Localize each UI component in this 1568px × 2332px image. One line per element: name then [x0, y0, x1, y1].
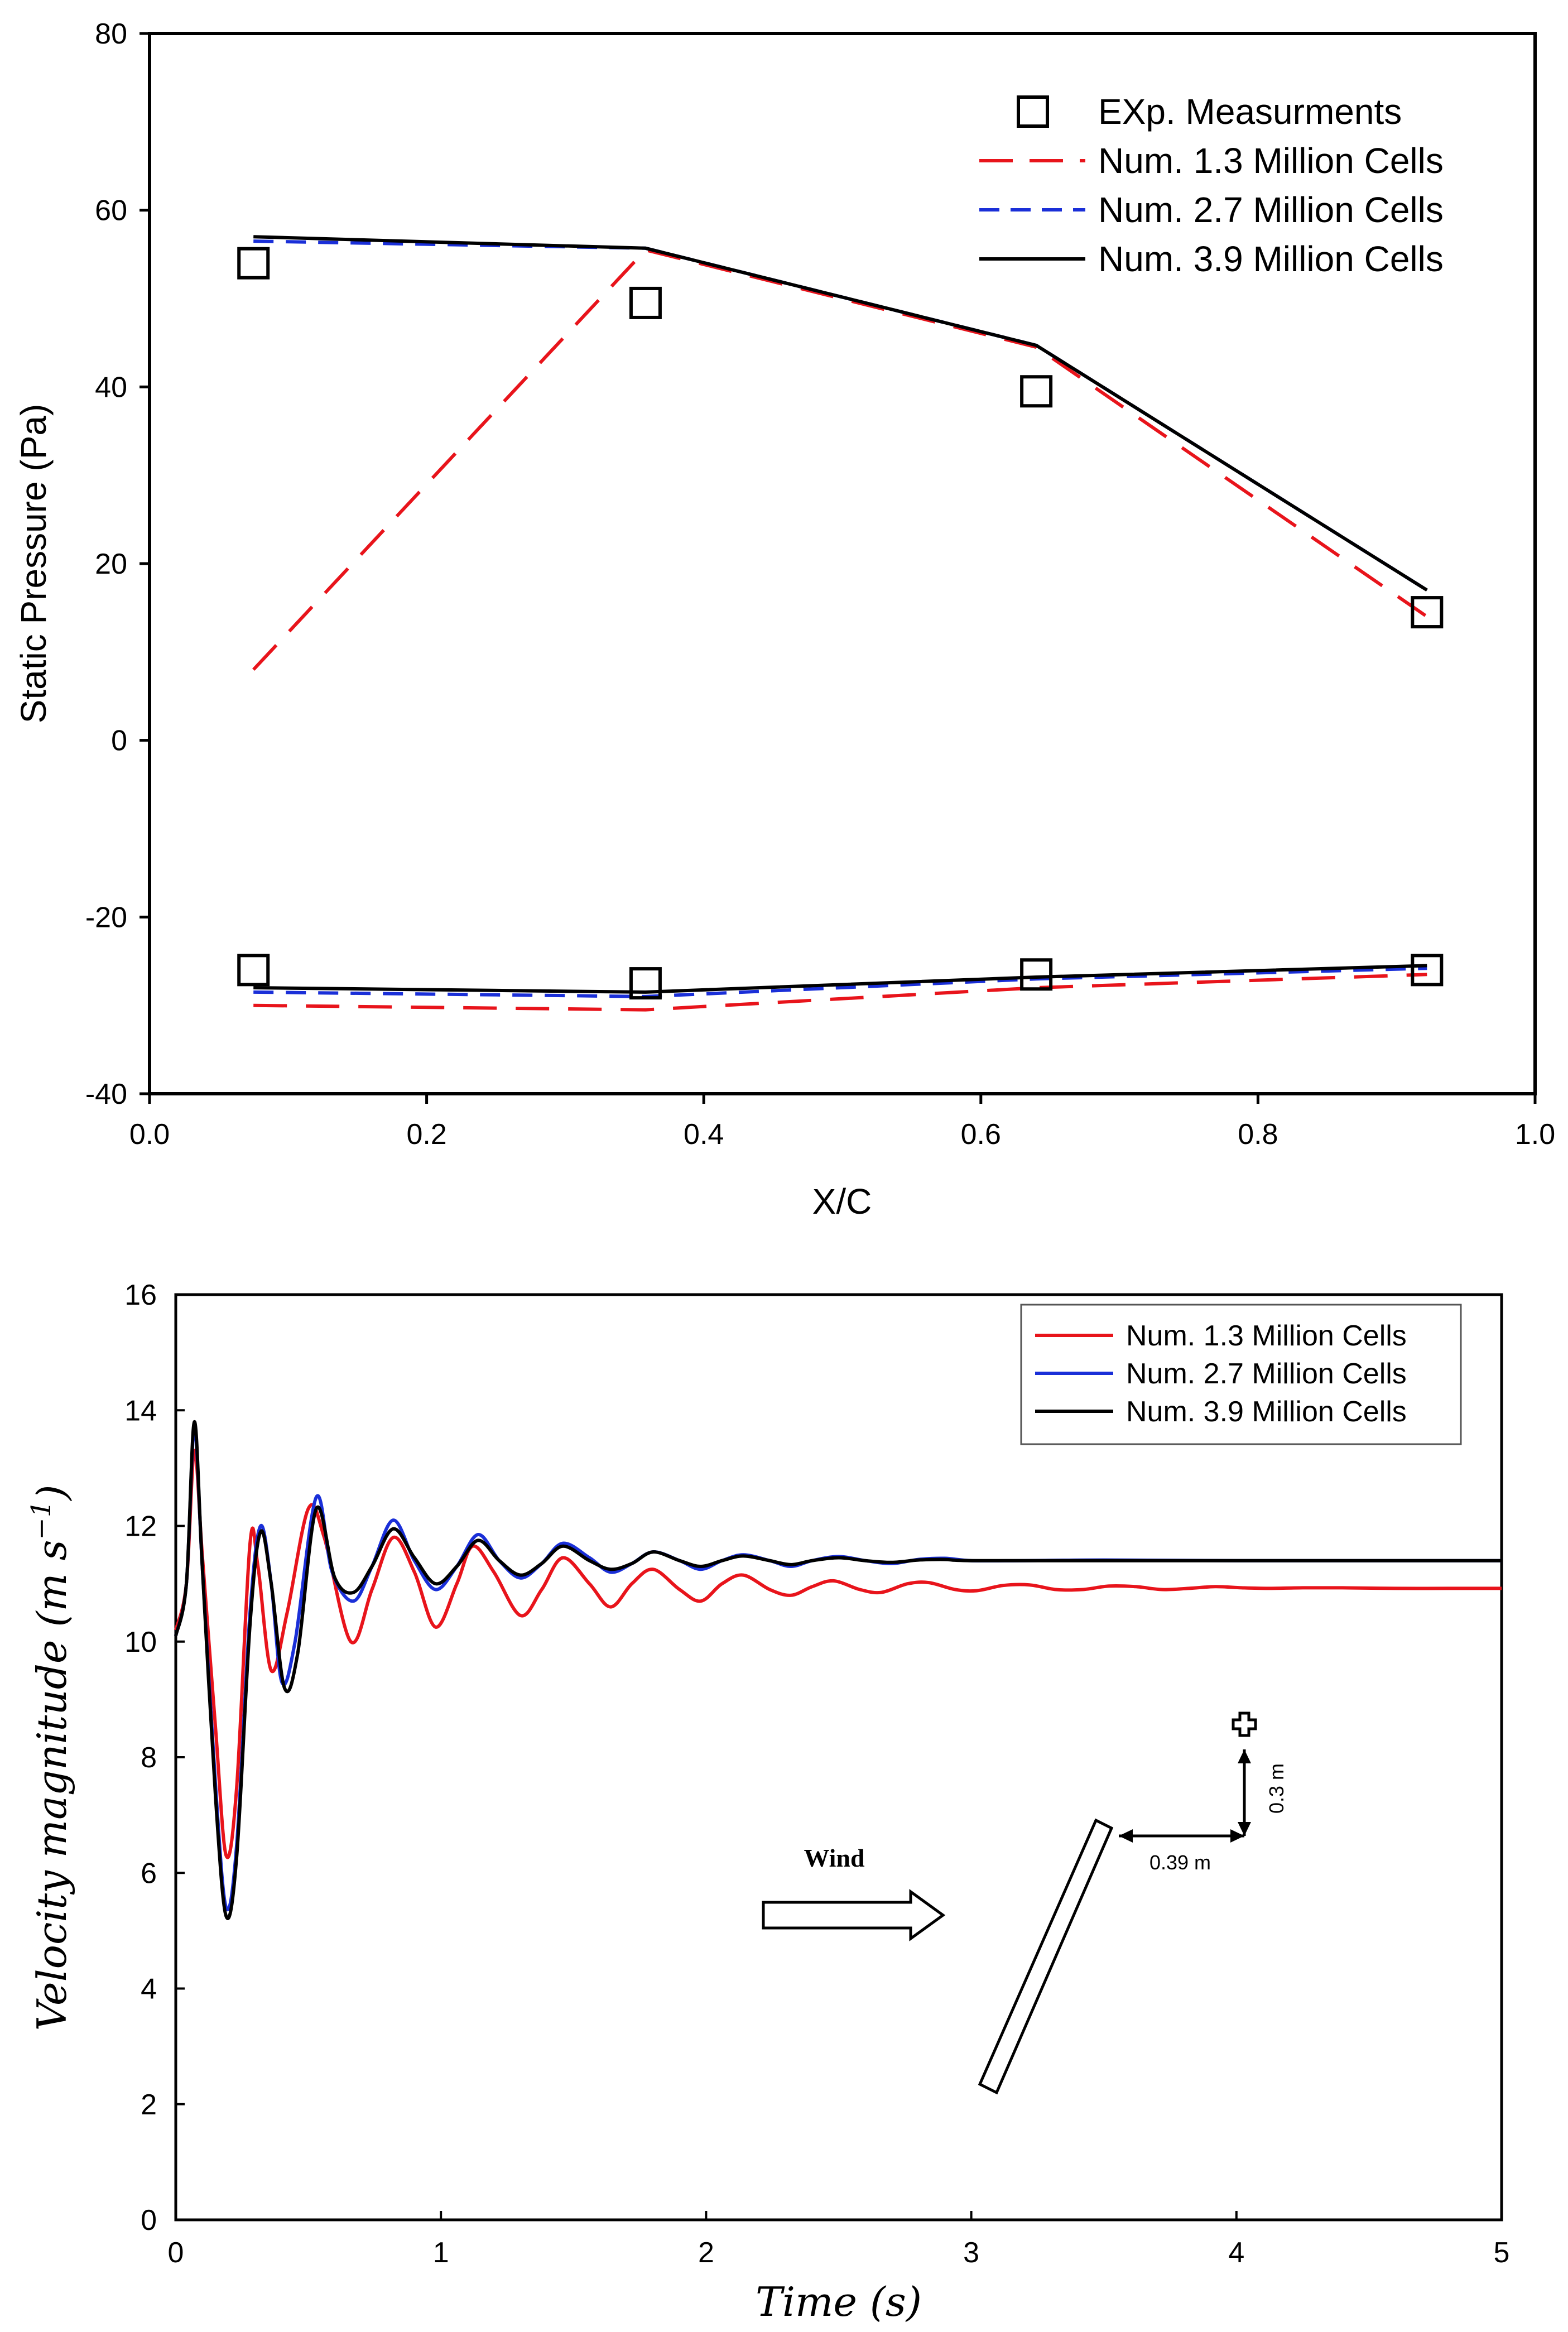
wind-label: Wind	[804, 1844, 865, 1872]
x-tick-label: 5	[1494, 2237, 1510, 2269]
y-tick-label: 6	[141, 1857, 157, 1889]
y-tick-label: 16	[124, 1279, 157, 1311]
series-line-2	[174, 1420, 1502, 1920]
y-axis-label-exponent: −1	[26, 1501, 57, 1540]
data-point-marker	[1020, 375, 1053, 408]
y-tick-label: 80	[95, 18, 127, 50]
legend-label: Num. 2.7 Million Cells	[1098, 190, 1444, 230]
x-tick-label: 1	[433, 2237, 449, 2269]
y-tick-label: 12	[124, 1511, 157, 1543]
y-axis-label: Velocity magnitude (m s−1)	[26, 1485, 75, 2031]
y-tick-label: 0	[111, 725, 127, 757]
data-point-marker	[237, 247, 270, 280]
wind-arrow-icon	[762, 1889, 946, 1941]
legend-label: Num. 1.3 Million Cells	[1126, 1320, 1407, 1352]
series-line-2	[253, 239, 1428, 592]
series-line-1	[174, 1426, 1502, 1912]
series-line-2	[253, 967, 1427, 998]
y-tick-label: 40	[95, 371, 127, 403]
vertical-distance-arrow	[1238, 1749, 1251, 1836]
y-axis-label: Static Pressure (Pa)	[13, 404, 54, 724]
y-tick-label: 60	[95, 195, 127, 227]
y-tick-label: 0	[141, 2204, 157, 2237]
x-tick-label: 4	[1228, 2237, 1244, 2269]
data-point-marker	[237, 954, 270, 987]
y-tick-label: 4	[141, 1973, 157, 2006]
y-tick-label: 20	[95, 548, 127, 580]
series-line-1	[252, 248, 1428, 671]
horizontal-distance-label: 0.39 m	[1149, 1851, 1211, 1874]
x-tick-label: 0.4	[684, 1118, 724, 1151]
probe-point-icon	[1232, 1711, 1257, 1737]
y-tick-label: 14	[124, 1395, 157, 1427]
data-point-marker	[1020, 958, 1053, 991]
x-tick-label: 1.0	[1515, 1118, 1555, 1151]
legend-label: Num. 3.9 Million Cells	[1126, 1396, 1407, 1428]
y-axis-label-close: )	[28, 1485, 75, 1502]
static-pressure-chart: 0.0 0.2 0.4 0.6 0.8 1.0 80 60 40 20 0 -20 -40 X/C S…	[13, 18, 1555, 1222]
data-point-marker	[1411, 954, 1444, 987]
legend-label: Num. 2.7 Million Cells	[1126, 1358, 1407, 1390]
x-tick-label: 0.6	[961, 1118, 1001, 1151]
data-point-marker	[1411, 596, 1444, 629]
x-tick-label: 0	[168, 2237, 184, 2269]
x-axis-label: Time (s)	[756, 2278, 922, 2325]
series-line-1	[253, 973, 1427, 1012]
legend-label: EXp. Measurments	[1098, 92, 1402, 132]
legend-marker	[1017, 95, 1049, 128]
x-axis-label: X/C	[812, 1181, 872, 1222]
y-tick-label: 2	[141, 2089, 157, 2121]
y-tick-label: -40	[85, 1078, 127, 1110]
legend: Num. 1.3 Million Cells Num. 2.7 Million C…	[1020, 1304, 1462, 1445]
y-axis-label-main: Velocity magnitude (m s	[28, 1540, 75, 2031]
data-point-marker	[629, 286, 662, 319]
x-tick-label: 2	[698, 2237, 714, 2269]
horizontal-distance-arrow	[1119, 1829, 1244, 1843]
y-tick-label: -20	[85, 901, 127, 934]
plate-shape	[978, 1818, 1114, 2095]
vertical-distance-label: 0.3 m	[1265, 1763, 1288, 1814]
x-tick-label: 0.2	[406, 1118, 446, 1151]
series-line-3	[253, 964, 1427, 994]
legend: EXp. Measurments Num. 1.3 Million Cells Nu…	[979, 92, 1444, 279]
data-point-marker	[629, 967, 662, 1000]
x-tick-label: 3	[963, 2237, 979, 2269]
x-tick-label: 0.0	[129, 1118, 170, 1151]
y-tick-label: 8	[141, 1742, 157, 1774]
legend-label: Num. 1.3 Million Cells	[1098, 141, 1444, 181]
inset-schematic: Wind 0.39 m 0.3 m	[762, 1711, 1288, 2095]
legend-label: Num. 3.9 Million Cells	[1098, 239, 1444, 279]
series-line-3	[253, 235, 1428, 592]
y-tick-label: 10	[124, 1626, 157, 1658]
x-tick-label: 0.8	[1238, 1118, 1278, 1151]
series-line-0	[174, 1449, 1502, 1859]
